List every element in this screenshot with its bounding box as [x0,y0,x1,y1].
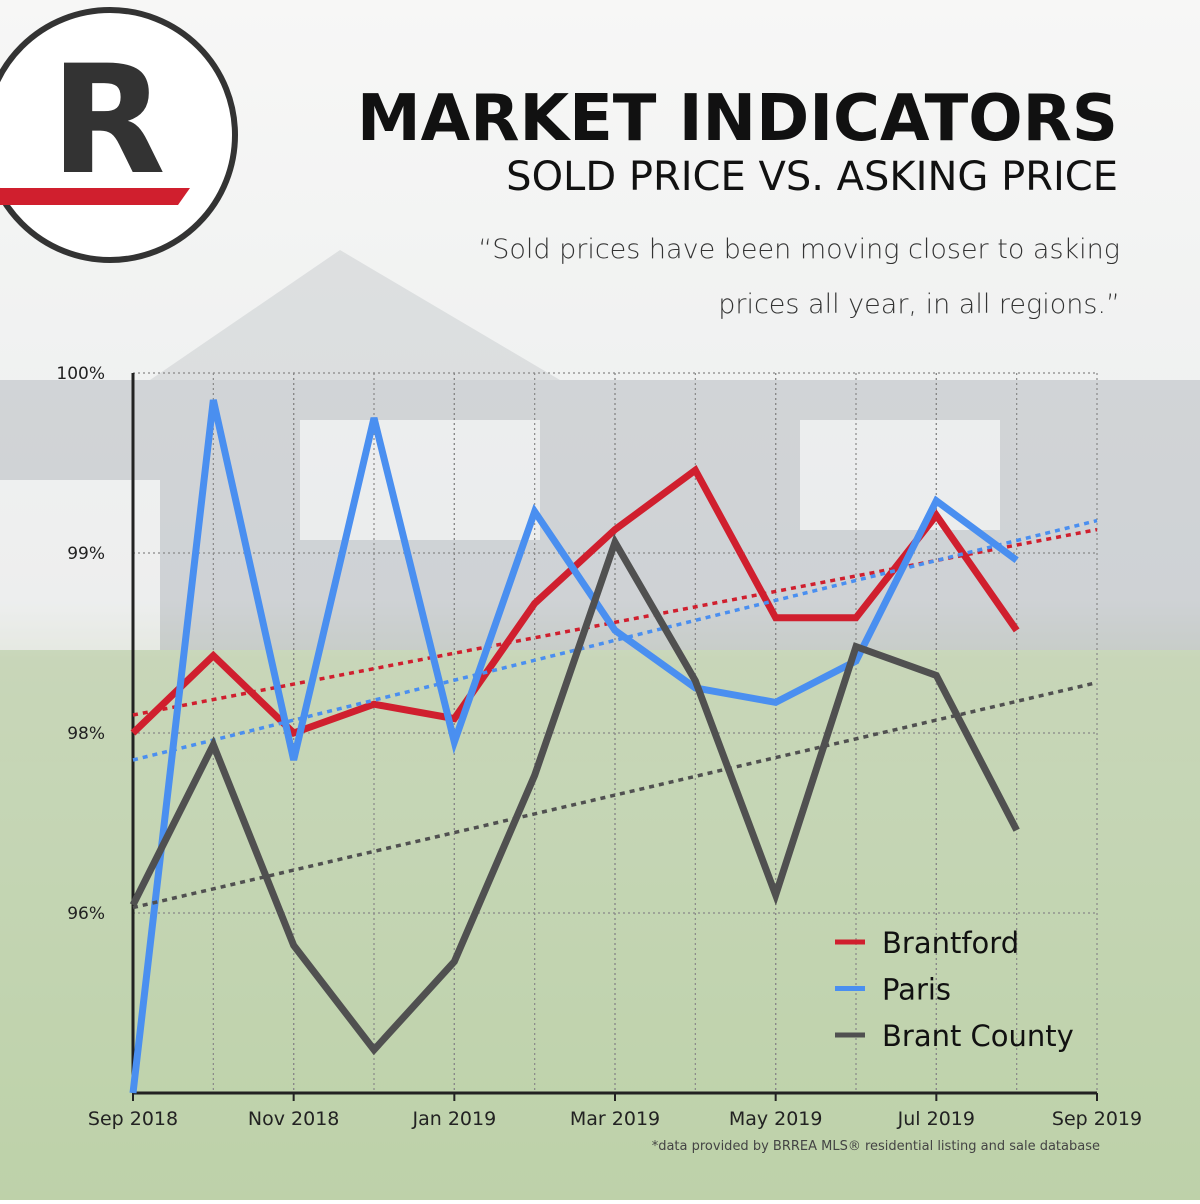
x-tick-label: Jul 2019 [897,1108,975,1130]
x-tick-label: Jan 2019 [411,1108,496,1130]
y-tick-label: 96% [67,904,105,924]
legend-label: Paris [882,973,951,1007]
plot: Sep 2018 Nov 2018 Jan 2019 Mar 2019 May 2019… [56,364,1142,1130]
legend-label: Brantford [882,926,1019,960]
y-tick-label: 100% [56,364,105,384]
footnote: *data provided by BRREA MLS® residential… [652,1139,1100,1154]
x-tick-label: Sep 2019 [1052,1108,1142,1130]
annotation-box: “Sold prices have been moving closer to … [478,234,1120,320]
trend-line [132,527,1098,717]
series-line [129,533,1020,1056]
house-photo [0,250,1200,1200]
legend-label: Brant County [882,1019,1074,1053]
logo-letter: R [50,34,166,208]
chart-title: MARKET INDICATORS [357,82,1118,156]
x-tick-label: Nov 2018 [248,1108,339,1130]
annotation: “Sold prices have been moving closer to … [478,234,1120,320]
trend-line [132,680,1098,910]
x-tick-label: May 2019 [729,1108,823,1130]
logo: R [0,7,238,263]
x-tick-label: Sep 2018 [88,1108,178,1130]
chart-subtitle: SOLD PRICE VS. ASKING PRICE [506,154,1118,200]
logo-bar [0,188,190,205]
x-tick-label: Mar 2019 [570,1108,660,1130]
y-tick-label: 99% [67,544,105,564]
series-line [129,399,1019,1094]
y-tick-label: 98% [67,724,105,744]
